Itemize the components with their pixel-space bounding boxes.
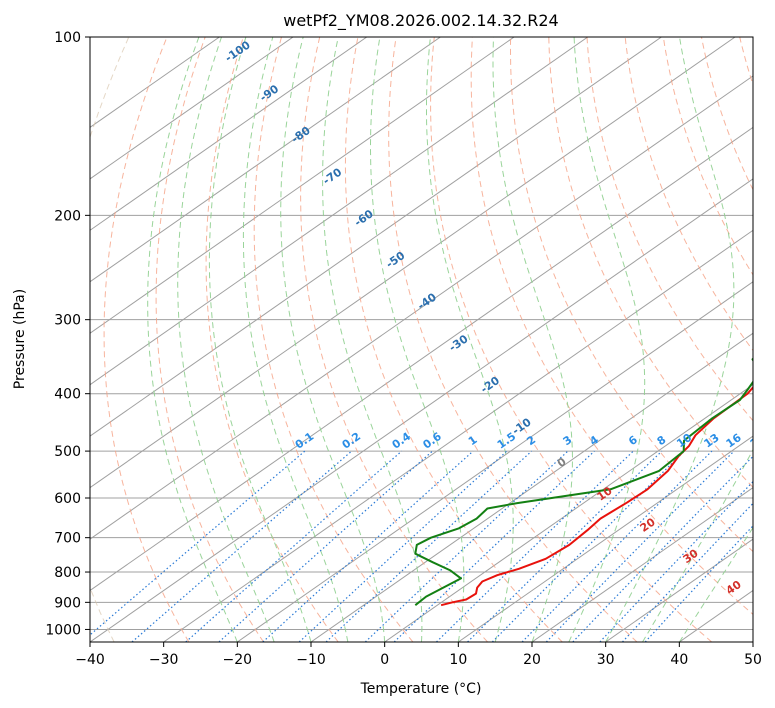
x-axis-label: Temperature (°C) bbox=[360, 681, 482, 697]
dry-adiabat bbox=[300, 37, 488, 642]
moist-adiabat bbox=[492, 37, 573, 642]
y-tick-label: 700 bbox=[54, 531, 81, 547]
dry-adiabat bbox=[103, 37, 190, 642]
isotherm-line bbox=[90, 126, 753, 592]
dewpoint-profile-line bbox=[414, 357, 753, 606]
dry-adiabat bbox=[624, 37, 753, 352]
y-tick-label: 200 bbox=[54, 208, 81, 224]
isotherm-line bbox=[90, 75, 753, 540]
dry-adiabat bbox=[548, 37, 753, 488]
y-tick-label: 1000 bbox=[45, 622, 81, 638]
moist-adiabat bbox=[568, 37, 646, 642]
mixing-ratio-line bbox=[298, 450, 508, 642]
isotherm-line bbox=[310, 332, 753, 642]
dry-adiabat bbox=[430, 37, 713, 642]
isotherm-line bbox=[458, 435, 753, 642]
x-tick-label: 50 bbox=[744, 652, 762, 668]
mixing-ratio-line bbox=[435, 450, 634, 642]
dry-adiabat bbox=[155, 37, 264, 642]
temperature-profile-line bbox=[440, 385, 753, 607]
isotherm-line bbox=[90, 37, 294, 180]
dry-adiabat bbox=[510, 37, 753, 553]
isotherm-line bbox=[90, 37, 368, 231]
moist-adiabat bbox=[280, 37, 386, 642]
x-tick-label: −20 bbox=[223, 652, 253, 668]
mixing-ratio-line bbox=[131, 450, 353, 642]
y-tick-label: 400 bbox=[54, 387, 81, 403]
y-tick-label: 600 bbox=[54, 491, 81, 507]
mixing-ratio-line bbox=[545, 450, 735, 642]
dry-adiabat bbox=[470, 37, 753, 615]
dry-adiabat bbox=[253, 37, 414, 642]
y-tick-label: 300 bbox=[54, 313, 81, 329]
isotherm-line bbox=[605, 538, 753, 642]
moist-adiabat bbox=[605, 37, 735, 642]
isotherm-line bbox=[163, 229, 753, 642]
isotherm-line bbox=[90, 178, 753, 642]
moist-adiabat bbox=[242, 37, 349, 642]
mixing-ratio-line bbox=[572, 455, 753, 642]
mixing-ratio-label: 20 bbox=[748, 431, 768, 451]
x-tick-label: 30 bbox=[597, 652, 615, 668]
moist-adiabat bbox=[147, 37, 238, 642]
moist-adiabat bbox=[678, 526, 753, 642]
isotherm-line bbox=[237, 281, 753, 642]
isotherm-line bbox=[90, 37, 441, 283]
dry-adiabat bbox=[205, 37, 339, 642]
x-tick-label: 40 bbox=[670, 652, 688, 668]
plot-area bbox=[90, 37, 753, 642]
y-tick-label: 100 bbox=[54, 30, 81, 46]
mixing-ratio-line bbox=[521, 450, 713, 642]
dry-adiabat bbox=[388, 37, 638, 642]
dry-adiabat bbox=[586, 37, 753, 422]
mixing-ratio-line bbox=[262, 450, 474, 642]
plot-frame bbox=[89, 36, 754, 643]
isotherm-line bbox=[531, 487, 753, 642]
isotherm-line bbox=[90, 37, 662, 437]
y-tick-label: 800 bbox=[54, 565, 81, 581]
x-tick-label: 0 bbox=[380, 652, 389, 668]
x-tick-label: 20 bbox=[523, 652, 541, 668]
moist-adiabat bbox=[177, 37, 275, 642]
y-axis-label: Pressure (hPa) bbox=[12, 289, 28, 389]
isotherm-line bbox=[384, 384, 753, 642]
axes: −40 −30 −20 −10 0 10 20 30 40 50 100 200 300 400 500 60… bbox=[45, 30, 762, 668]
x-tick-label: −40 bbox=[75, 652, 105, 668]
y-tick-label: 900 bbox=[54, 595, 81, 611]
dry-adiabat bbox=[662, 37, 753, 276]
isotherm-line bbox=[90, 37, 589, 386]
moist-adiabat bbox=[208, 37, 312, 642]
x-tick-label: −10 bbox=[296, 652, 326, 668]
isotherm-line bbox=[90, 37, 515, 334]
dry-adiabat bbox=[344, 37, 563, 642]
plot-lines bbox=[90, 37, 753, 642]
y-tick-label: 500 bbox=[54, 444, 81, 460]
mixing-ratio-line bbox=[467, 450, 663, 642]
mixing-ratio-line bbox=[90, 450, 306, 636]
chart-title: wetPf2_YM08.2026.002.14.32.R24 bbox=[283, 11, 558, 31]
isotherm-line bbox=[90, 37, 736, 489]
moist-adiabat bbox=[426, 37, 514, 642]
mixing-ratio-line bbox=[491, 450, 685, 642]
x-tick-label: −30 bbox=[149, 652, 179, 668]
x-tick-label: 10 bbox=[449, 652, 467, 668]
